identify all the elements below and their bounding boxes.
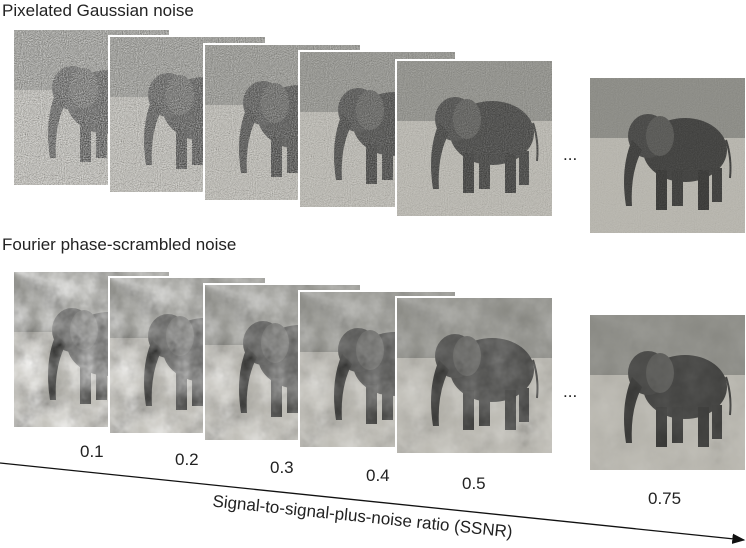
noisy-image <box>588 313 746 472</box>
ssnr-label: 0.5 <box>462 474 486 493</box>
noise <box>397 298 552 453</box>
ssnr-label: 0.3 <box>270 458 294 477</box>
noisy-image <box>395 296 554 455</box>
ellipsis: ... <box>563 145 577 164</box>
ssnr-label: 0.1 <box>80 442 104 461</box>
noise <box>397 61 552 216</box>
noisy-image <box>395 59 554 218</box>
axis-label: Signal-to-signal-plus-noise ratio (SSNR) <box>212 492 514 542</box>
panel-title: Fourier phase-scrambled noise <box>2 235 236 254</box>
ellipsis: ... <box>563 382 577 401</box>
ssnr-label: 0.75 <box>648 489 681 508</box>
noisy-image <box>588 76 746 235</box>
image-rows <box>12 28 746 472</box>
noise <box>590 315 745 470</box>
ssnr-label: 0.4 <box>366 466 390 485</box>
ssnr-axis <box>0 462 746 544</box>
noise <box>590 78 745 233</box>
ssnr-label: 0.2 <box>175 450 199 469</box>
panel-title: Pixelated Gaussian noise <box>2 1 194 20</box>
